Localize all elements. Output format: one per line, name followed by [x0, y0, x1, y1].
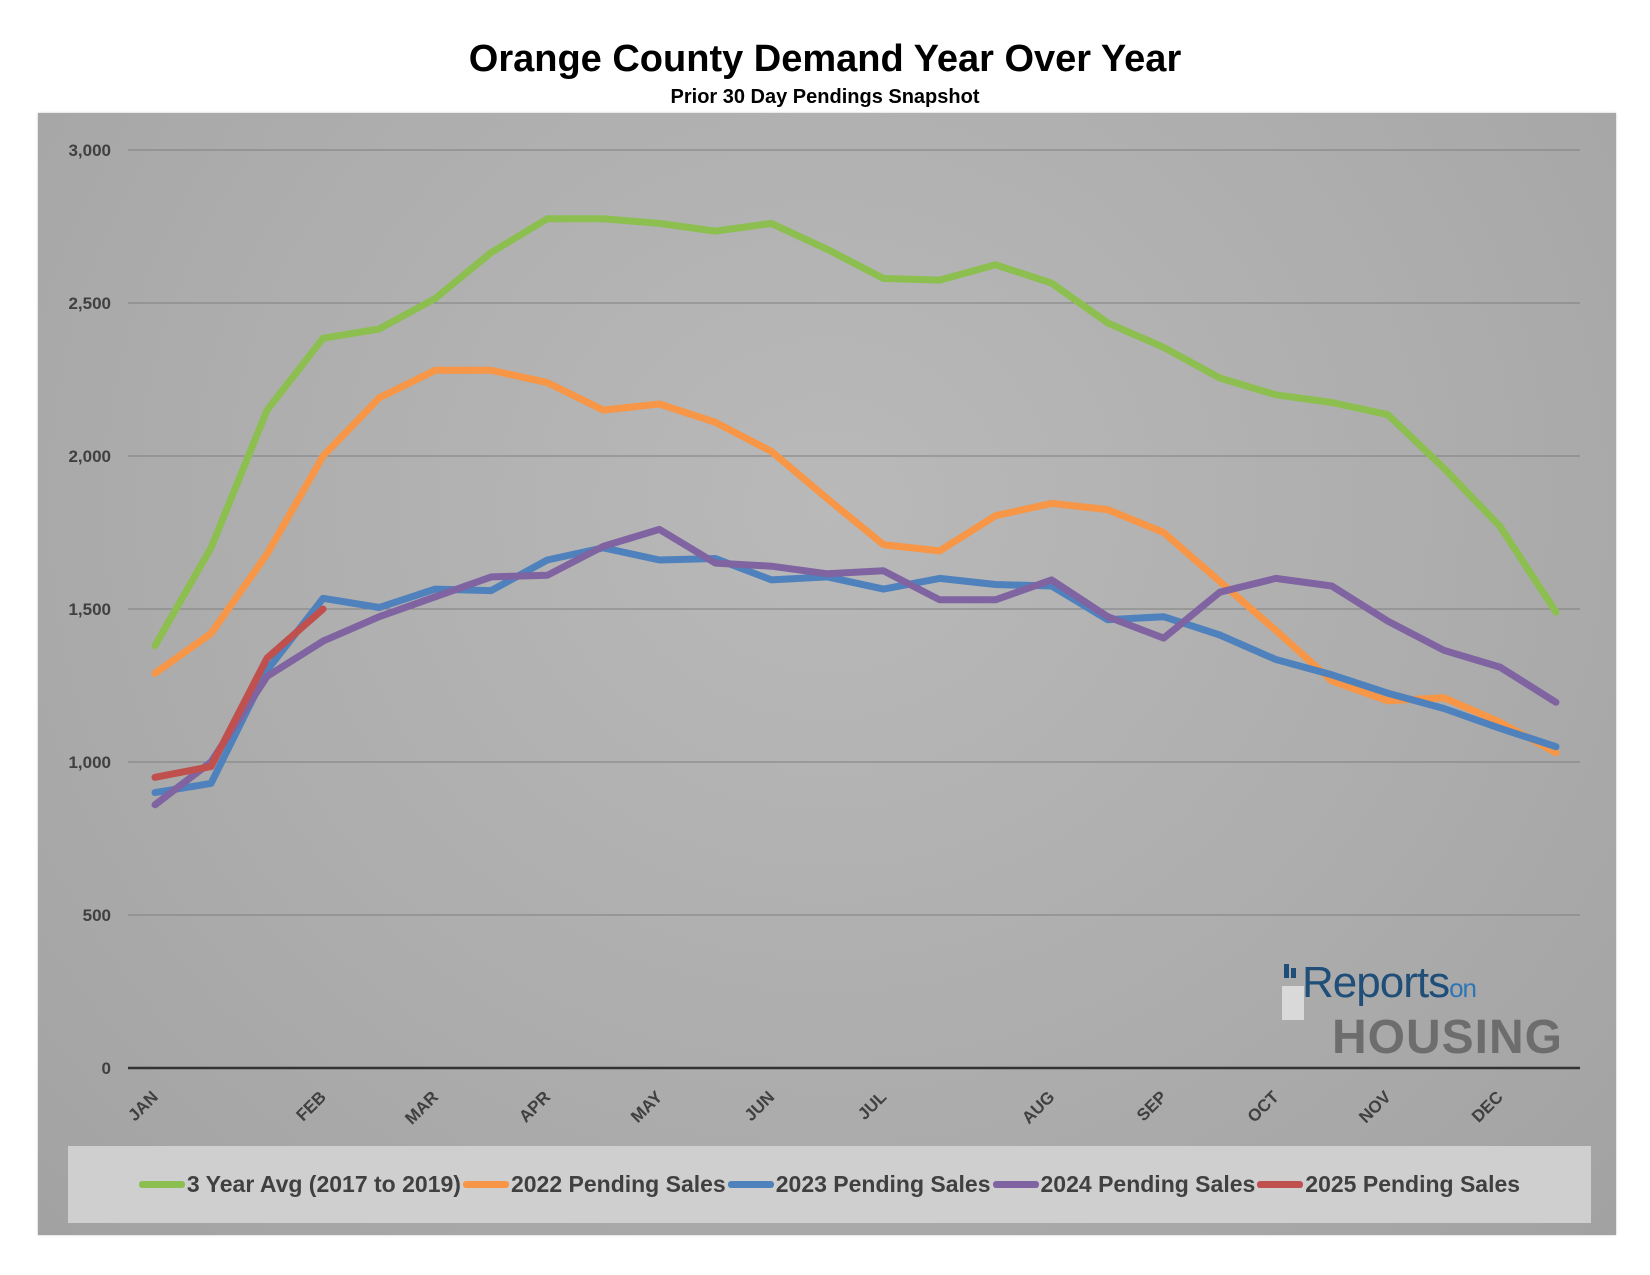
- x-tick-label: OCT: [1244, 1087, 1283, 1126]
- y-tick-label: 0: [102, 1059, 111, 1078]
- chart-legend: 3 Year Avg (2017 to 2019) 2022 Pending Sa…: [68, 1146, 1591, 1223]
- series-line-3: [151, 544, 1560, 797]
- legend-swatch: [1257, 1181, 1304, 1188]
- reports-on-housing-logo: Reportson HOUSING: [1282, 958, 1562, 1068]
- legend-item: 3 Year Avg (2017 to 2019): [138, 1171, 461, 1198]
- x-tick-label: MAY: [627, 1087, 667, 1127]
- legend-swatch: [462, 1181, 509, 1188]
- legend-item: 2024 Pending Sales: [992, 1171, 1256, 1198]
- x-tick-label: JUN: [741, 1087, 778, 1124]
- y-tick-label: 2,000: [68, 447, 111, 466]
- series-line-2: [151, 366, 1560, 757]
- y-tick-label: 1,500: [68, 600, 111, 619]
- legend-label: 2025 Pending Sales: [1305, 1171, 1521, 1197]
- logo-on-text: on: [1449, 973, 1477, 1003]
- x-tick-label: MAR: [401, 1087, 442, 1128]
- x-tick-label: FEB: [292, 1087, 329, 1124]
- legend-item: 2025 Pending Sales: [1257, 1171, 1520, 1198]
- series-line-5: [151, 605, 327, 781]
- legend-item: 2023 Pending Sales: [727, 1171, 991, 1198]
- logo-housing-text: HOUSING: [1332, 1011, 1564, 1064]
- series-line-1: [151, 215, 1560, 650]
- y-tick-label: 2,500: [68, 294, 111, 313]
- x-tick-label: SEP: [1133, 1087, 1170, 1124]
- legend-swatch: [992, 1181, 1039, 1188]
- legend-item: 2022 Pending Sales: [462, 1171, 726, 1198]
- magnifier-logo-icon: [1282, 964, 1304, 1020]
- chart-subtitle: Prior 30 Day Pendings Snapshot: [670, 86, 980, 108]
- legend-label: 2022 Pending Sales: [510, 1171, 726, 1197]
- legend-swatch: [727, 1181, 774, 1188]
- logo-reports-text: Reportson: [1302, 958, 1477, 1007]
- series-line-4: [151, 525, 1560, 809]
- x-tick-label: JAN: [124, 1087, 161, 1124]
- x-tick-label: NOV: [1355, 1087, 1395, 1127]
- legend-label: 3 Year Avg (2017 to 2019): [186, 1171, 461, 1197]
- legend-swatch: [138, 1181, 185, 1188]
- chart-area: [38, 113, 1616, 1235]
- legend-label: 2023 Pending Sales: [775, 1171, 991, 1197]
- x-tick-label: APR: [515, 1087, 554, 1126]
- x-tick-label: AUG: [1018, 1087, 1058, 1127]
- x-tick-label: DEC: [1468, 1087, 1507, 1126]
- y-tick-label: 1,000: [68, 753, 111, 772]
- y-tick-label: 3,000: [68, 141, 111, 160]
- legend-label: 2024 Pending Sales: [1040, 1171, 1256, 1197]
- x-tick-label: JUL: [854, 1087, 890, 1123]
- chart-title: Orange County Demand Year Over Year: [468, 38, 1182, 80]
- y-tick-label: 500: [83, 906, 111, 925]
